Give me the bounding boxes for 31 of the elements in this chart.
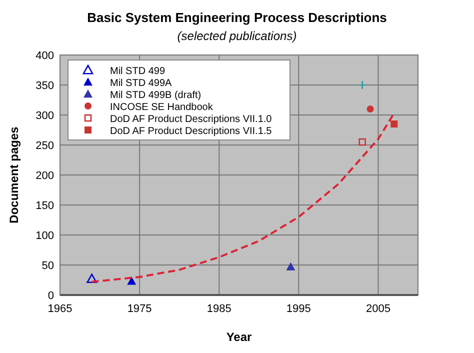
point [86, 274, 97, 284]
chart-subtitle: (selected publications) [177, 29, 297, 43]
y-tick-label: 0 [48, 290, 54, 302]
y-tick-label: 350 [36, 80, 54, 92]
point [286, 262, 296, 270]
legend-label: Mil STD 499B (draft) [110, 90, 202, 101]
legend-label: INCOSE SE Handbook [110, 102, 214, 113]
point [358, 138, 366, 146]
y-axis-title: Document pages [7, 126, 21, 224]
legend-label: Mil STD 499A [110, 78, 172, 89]
y-tick-label: 300 [36, 110, 54, 122]
point [366, 106, 374, 112]
y-tick-label: 250 [36, 140, 54, 152]
point [358, 80, 367, 90]
x-tick-label: 1975 [127, 303, 152, 315]
y-tick-label: 400 [36, 50, 54, 62]
legend-label: Mil STD 499 [110, 66, 166, 77]
chart-title: Basic System Engineering Process Descriptions [87, 10, 387, 25]
point [127, 276, 136, 285]
x-tick-label: 1995 [286, 303, 311, 315]
legend-label: DoD AF Product Descriptions VII.1.0 [110, 114, 272, 125]
x-tick-label: 1985 [206, 303, 232, 315]
y-tick-label: 50 [42, 260, 54, 272]
x-tick-label: 1965 [48, 303, 72, 315]
x-tick-label: 2005 [366, 303, 390, 315]
y-tick-label: 150 [36, 200, 54, 212]
x-axis-title: Year [226, 330, 252, 344]
y-tick-label: 200 [36, 170, 54, 182]
y-tick-label: 100 [36, 230, 54, 242]
point [390, 120, 398, 128]
legend-label: DoD AF Product Descriptions VII.1.5 [110, 126, 272, 137]
